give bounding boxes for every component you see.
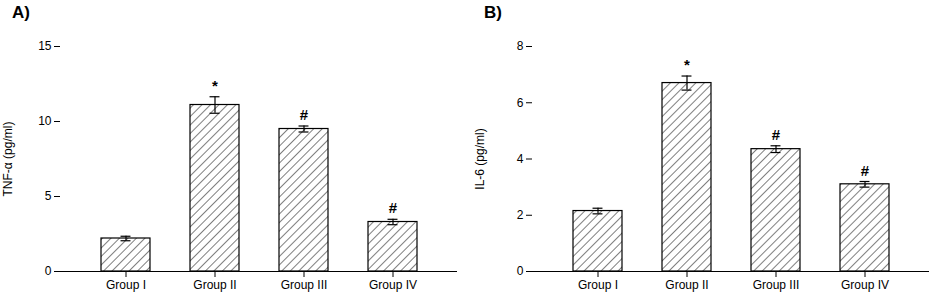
svg-text:Group II: Group II (665, 278, 708, 292)
svg-text:*: * (684, 56, 690, 73)
svg-text:Group III: Group III (281, 278, 328, 292)
svg-text:#: # (300, 106, 309, 123)
svg-text:Group I: Group I (578, 278, 618, 292)
svg-text:IL-6 (pg/ml): IL-6 (pg/ml) (473, 128, 487, 189)
svg-text:8: 8 (517, 39, 524, 53)
svg-text:4: 4 (517, 152, 524, 166)
svg-text:Group II: Group II (193, 278, 236, 292)
svg-text:10: 10 (38, 114, 52, 128)
svg-text:#: # (861, 162, 870, 179)
svg-text:Group IV: Group IV (369, 278, 417, 292)
svg-text:Group III: Group III (753, 278, 800, 292)
svg-text:15: 15 (38, 39, 52, 53)
svg-text:*: * (212, 77, 218, 94)
svg-text:2: 2 (517, 208, 524, 222)
svg-text:TNF-α (pg/ml): TNF-α (pg/ml) (1, 122, 15, 197)
html-text:B): B) (484, 3, 502, 22)
svg-text:0: 0 (45, 264, 52, 278)
svg-text:Group I: Group I (106, 278, 146, 292)
svg-text:6: 6 (517, 96, 524, 110)
svg-text:5: 5 (45, 189, 52, 203)
svg-text:Group IV: Group IV (841, 278, 889, 292)
svg-text:#: # (772, 126, 781, 143)
html-text:A): A) (12, 3, 30, 22)
svg-text:#: # (389, 199, 398, 216)
svg-text:0: 0 (517, 264, 524, 278)
